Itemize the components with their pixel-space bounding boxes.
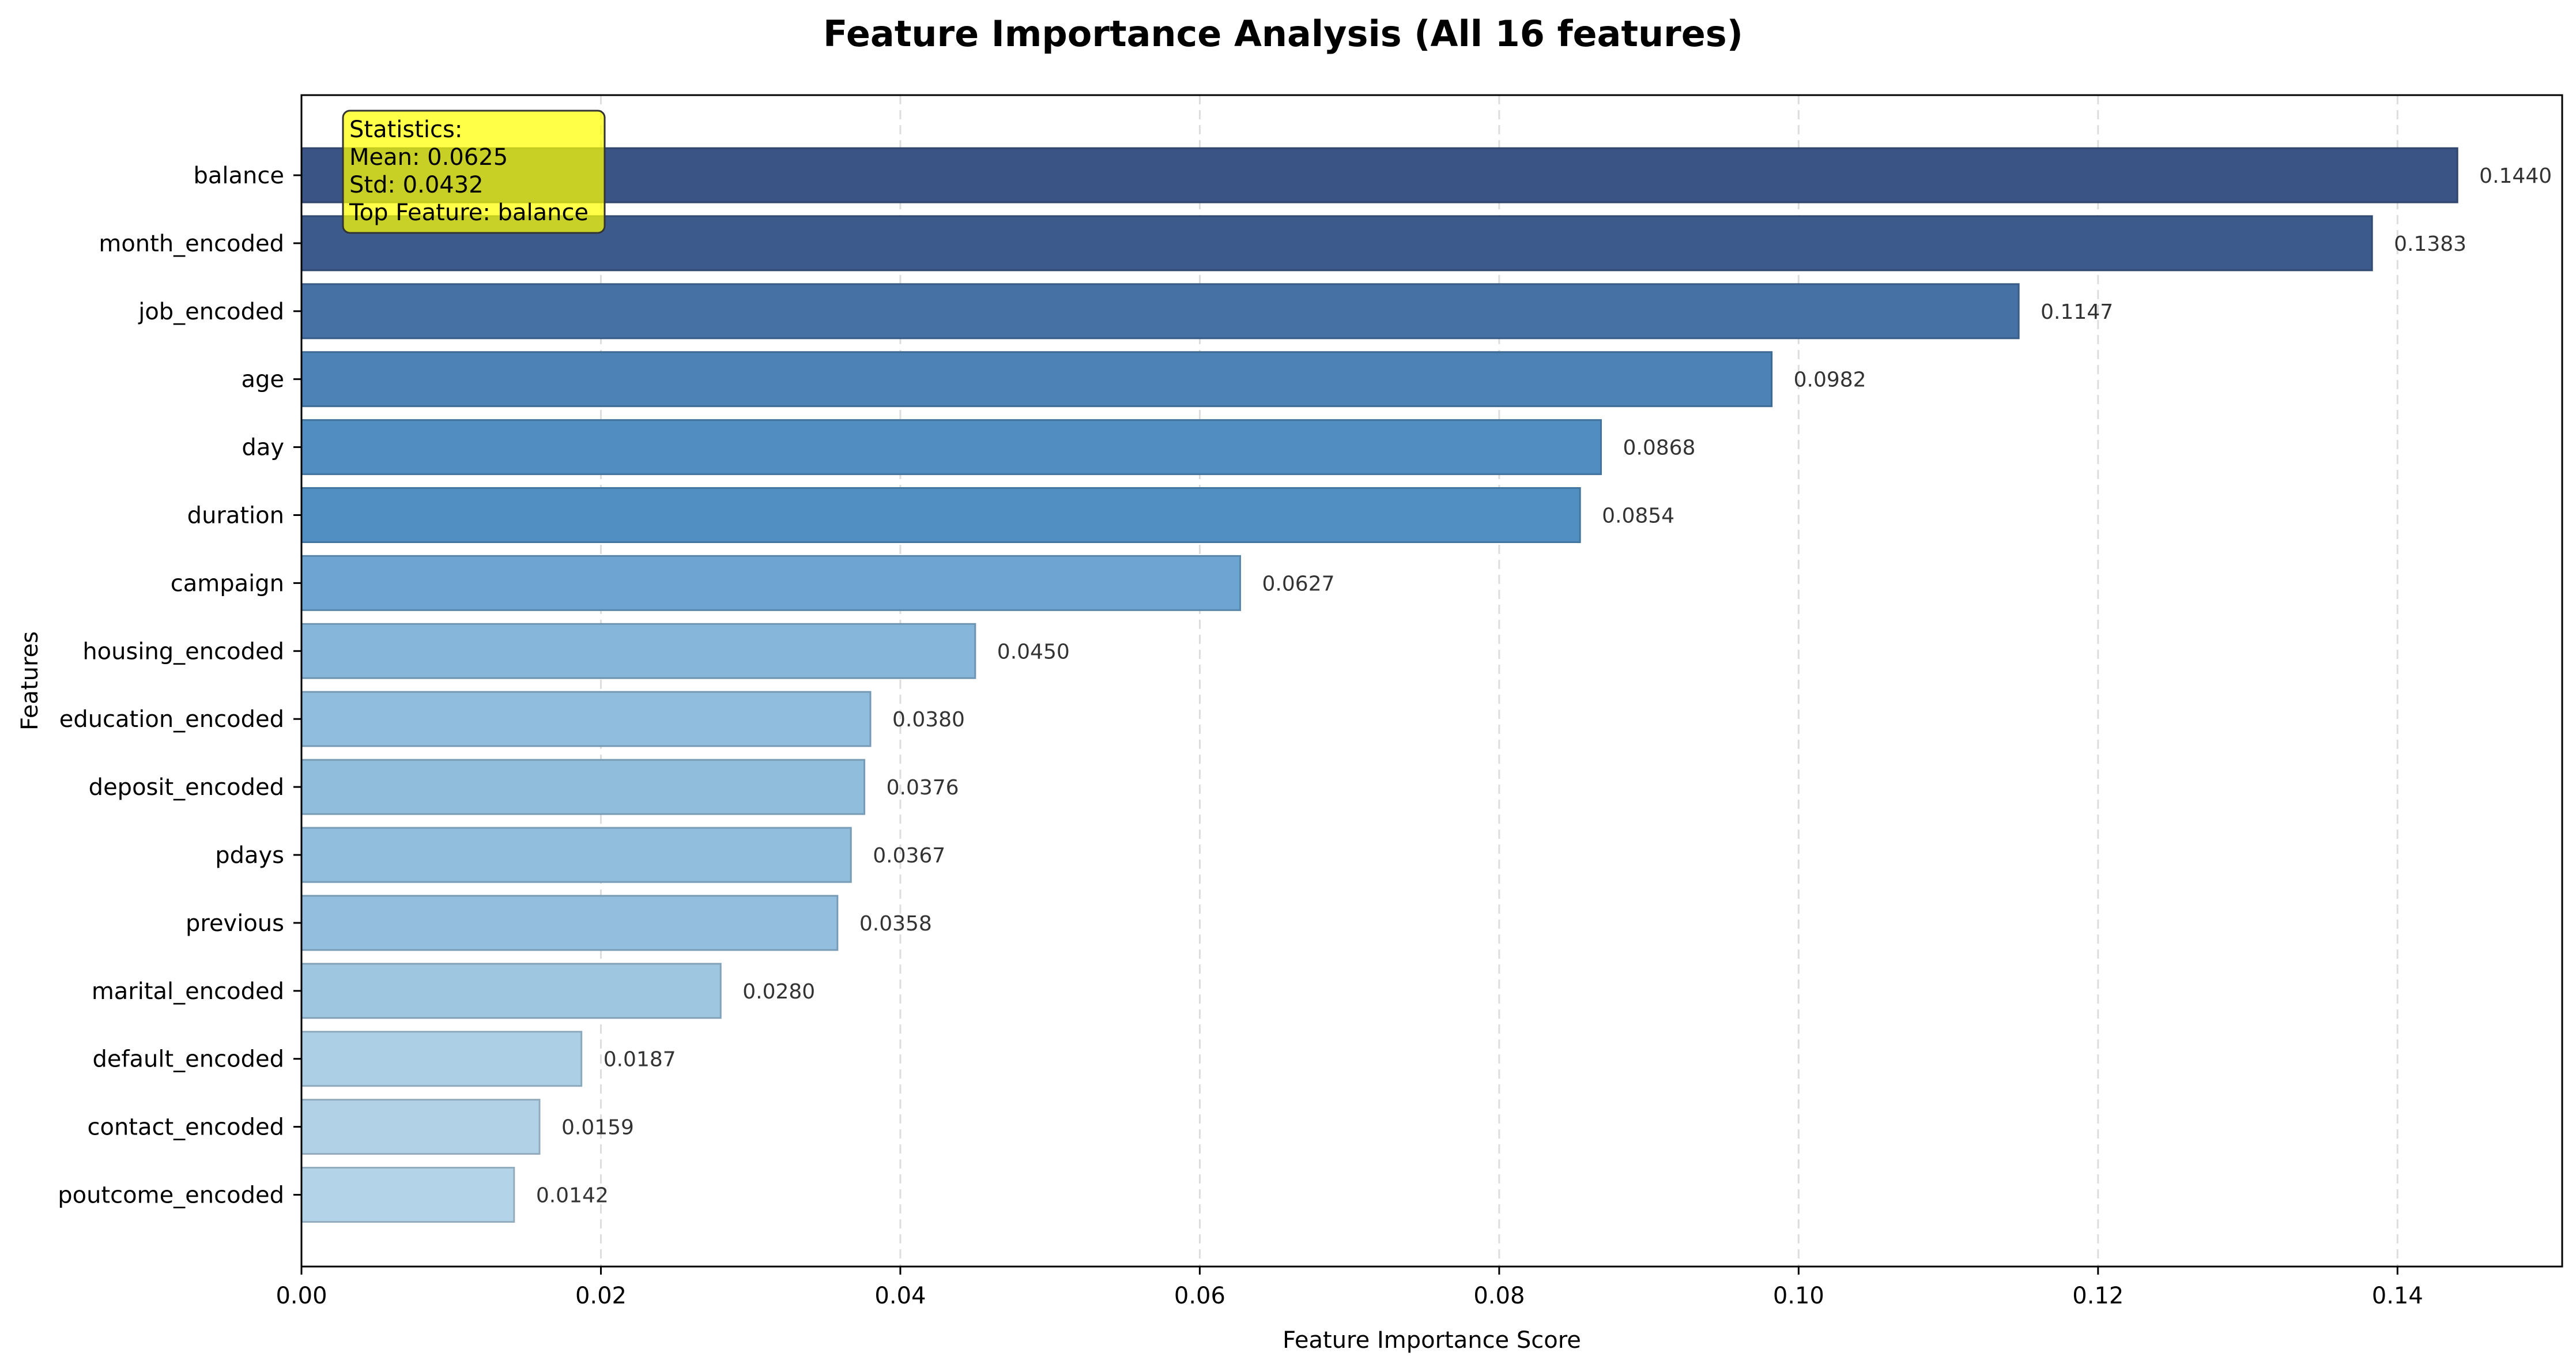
y-tick-label-housing-encoded: housing_encoded	[82, 638, 284, 665]
statistics-box-background	[342, 110, 606, 234]
bar-deposit-encoded	[300, 759, 866, 815]
y-tick-label-previous: previous	[186, 910, 284, 937]
y-axis-label: Features	[17, 631, 43, 730]
value-labels: 0.1440 0.1383 0.1147 0.0982 0.0868 0.0854 0.06…	[536, 164, 2552, 1208]
value-label-pdays: 0.0367	[873, 844, 945, 868]
bar-duration	[300, 487, 1581, 543]
value-label-contact-encoded: 0.0159	[561, 1116, 634, 1140]
x-axis-label: Feature Importance Score	[1283, 1327, 1581, 1354]
x-tick-label-3: 0.06	[1174, 1283, 1225, 1309]
bar-balance	[300, 147, 2458, 203]
y-tick-label-marital-encoded: marital_encoded	[92, 978, 284, 1005]
value-label-balance: 0.1440	[2479, 164, 2552, 188]
statistics-line-1: Mean: 0.0625	[349, 144, 508, 171]
y-tick-label-job-encoded: job_encoded	[138, 299, 284, 325]
bar-poutcome-encoded	[300, 1167, 515, 1223]
value-label-day: 0.0868	[1623, 436, 1696, 460]
statistics-line-3: Top Feature: balance	[349, 199, 589, 226]
statistics-text: Statistics: Mean: 0.0625 Std: 0.0432 Top Fe…	[349, 116, 589, 226]
bar-pdays	[300, 827, 852, 883]
x-tick-label-5: 0.10	[1773, 1283, 1824, 1309]
y-tick-label-contact-encoded: contact_encoded	[87, 1114, 284, 1141]
value-label-poutcome-encoded: 0.0142	[536, 1184, 609, 1208]
bar-month-encoded	[300, 215, 2373, 272]
chart-title: Feature Importance Analysis (All 16 feat…	[823, 13, 1743, 55]
bar-default-encoded	[300, 1031, 583, 1087]
value-label-education-encoded: 0.0380	[892, 708, 965, 732]
x-tick-label-1: 0.02	[575, 1283, 627, 1309]
y-tick-label-age: age	[241, 367, 284, 393]
bar-age	[300, 351, 1773, 408]
x-tick-label-7: 0.14	[2372, 1283, 2423, 1309]
value-label-housing-encoded: 0.0450	[997, 640, 1070, 664]
y-tick-label-duration: duration	[187, 503, 284, 529]
y-tick-label-balance: balance	[194, 163, 284, 189]
x-tick-label-0: 0.00	[276, 1283, 327, 1309]
value-label-marital-encoded: 0.0280	[742, 980, 815, 1004]
bar-campaign	[300, 555, 1242, 611]
bar-housing-encoded	[300, 623, 976, 679]
value-label-duration: 0.0854	[1602, 504, 1674, 528]
y-tick-label-month-encoded: month_encoded	[99, 231, 284, 257]
y-tick-label-pdays: pdays	[215, 842, 284, 869]
y-tick-label-education-encoded: education_encoded	[59, 706, 284, 733]
statistics-line-0: Statistics:	[349, 116, 462, 143]
x-tick-label-2: 0.04	[874, 1283, 926, 1309]
value-label-previous: 0.0358	[859, 912, 932, 936]
bar-education-encoded	[300, 691, 872, 747]
y-tick-label-day: day	[242, 435, 284, 461]
y-tick-label-campaign: campaign	[171, 570, 284, 597]
value-label-campaign: 0.0627	[1262, 572, 1335, 596]
bar-marital-encoded	[300, 963, 722, 1019]
x-tick-label-6: 0.12	[2072, 1283, 2124, 1309]
value-label-age: 0.0982	[1794, 368, 1866, 392]
value-label-month-encoded: 0.1383	[2394, 232, 2466, 256]
value-label-job-encoded: 0.1147	[2041, 300, 2113, 324]
bar-contact-encoded	[300, 1099, 541, 1155]
x-tick-label-4: 0.08	[1473, 1283, 1525, 1309]
bar-previous	[300, 895, 839, 951]
bar-job-encoded	[300, 283, 2020, 340]
statistics-box: Statistics: Mean: 0.0625 Std: 0.0432 Top Fe…	[342, 110, 606, 234]
plot-area-frame	[300, 94, 2563, 1268]
y-tick-label-default-encoded: default_encoded	[92, 1046, 284, 1073]
value-label-default-encoded: 0.0187	[604, 1048, 676, 1072]
statistics-line-2: Std: 0.0432	[349, 172, 484, 198]
y-tick-label-deposit-encoded: deposit_encoded	[89, 774, 284, 801]
y-tick-label-poutcome-encoded: poutcome_encoded	[58, 1182, 284, 1209]
bars	[300, 147, 2458, 1223]
x-axis-ticks: 0.00 0.02 0.04 0.06 0.08 0.10 0.12 0.14	[276, 1267, 2423, 1309]
value-label-deposit-encoded: 0.0376	[887, 776, 959, 800]
bar-day	[300, 419, 1602, 476]
